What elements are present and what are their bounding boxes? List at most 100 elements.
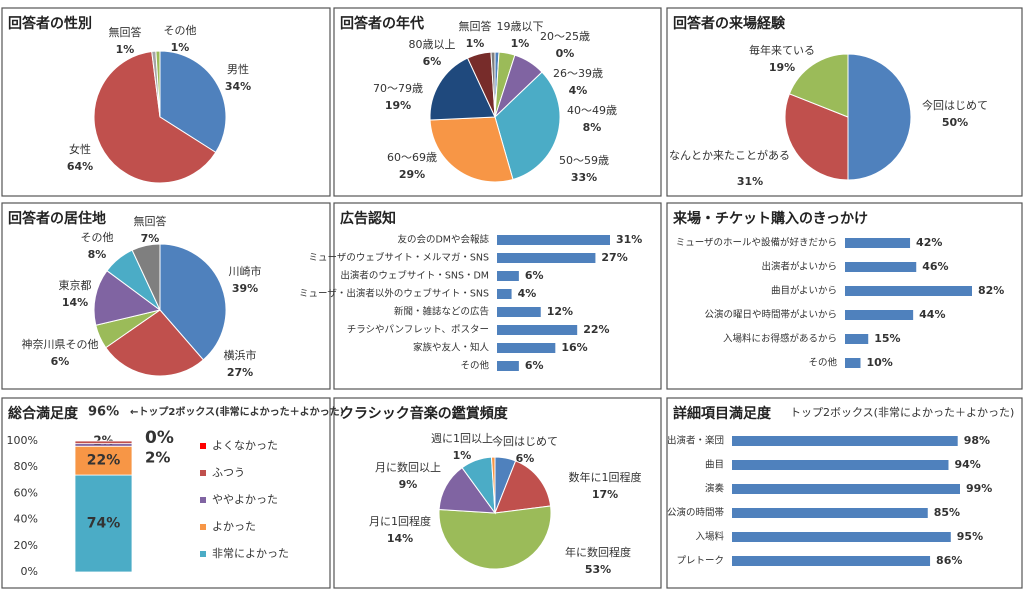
slice-value-label: 27% xyxy=(227,366,253,379)
slice-label: 無回答 xyxy=(459,19,492,33)
pie-slice xyxy=(429,116,514,183)
value-label: 4% xyxy=(518,287,537,300)
value-label: 2% xyxy=(93,433,113,447)
chart-title: 回答者の来場経験 xyxy=(673,15,786,32)
category-label: プレトーク xyxy=(676,556,724,567)
slice-label: 80歳以上 xyxy=(409,38,456,51)
value-label: 6% xyxy=(525,269,544,282)
chart-title: クラシック音楽の鑑賞頻度 xyxy=(340,405,509,422)
legend-label: よかった xyxy=(212,520,256,533)
slice-label: 数年に1回程度 xyxy=(569,470,642,484)
slice-value-label: 39% xyxy=(232,282,258,295)
bar xyxy=(845,310,914,320)
slice-value-label: 0% xyxy=(556,47,575,60)
category-label: 曲目 xyxy=(705,460,724,471)
bar xyxy=(845,358,861,368)
legend-label: よくなかった xyxy=(212,439,278,452)
category-label: 出演者・楽団 xyxy=(667,435,724,447)
slice-label: 60～69歳 xyxy=(387,151,437,164)
value-label: 86% xyxy=(936,554,962,567)
value-label: 22% xyxy=(87,453,121,469)
pie-slice xyxy=(93,50,217,184)
bar-segment xyxy=(74,445,133,476)
slice-value-label: 14% xyxy=(387,532,413,545)
slice-label: なんとか来たことがある xyxy=(669,148,790,162)
bar xyxy=(732,532,951,542)
value-label: 98% xyxy=(964,434,990,447)
pie-slice xyxy=(490,456,496,514)
value-label: 82% xyxy=(978,284,1004,297)
value-label: 12% xyxy=(547,305,573,318)
slice-value-label: 64% xyxy=(67,160,93,173)
value-label: 42% xyxy=(916,236,942,249)
value-label: 44% xyxy=(919,308,945,321)
slice-label: 40～49歳 xyxy=(567,104,617,117)
y-tick-label: 0% xyxy=(21,565,38,578)
chart-title: 回答者の性別 xyxy=(8,15,92,32)
y-tick-label: 60% xyxy=(14,486,38,499)
category-label: 公演の曜日や時間帯がよいから xyxy=(704,309,837,321)
slice-value-label: 6% xyxy=(423,55,442,68)
value-label: 31% xyxy=(616,233,642,246)
value-label: 99% xyxy=(966,482,992,495)
slice-value-label: 1% xyxy=(116,43,135,56)
legend-swatch xyxy=(200,470,206,476)
bar-segment xyxy=(74,440,133,445)
slice-label: 年に数回程度 xyxy=(565,545,631,559)
pie-slice xyxy=(155,50,161,118)
y-tick-label: 100% xyxy=(7,434,38,447)
pie-slice xyxy=(494,460,552,514)
chart-title: 来場・チケット購入のきっかけ xyxy=(672,210,868,227)
legend-label: ややよかった xyxy=(212,493,278,506)
chart-title: 総合満足度 xyxy=(8,405,79,422)
value-label: 27% xyxy=(601,251,627,264)
bar xyxy=(497,271,519,281)
slice-label: 無回答 xyxy=(109,25,142,39)
category-label: その他 xyxy=(460,360,489,372)
chart-title: 回答者の居住地 xyxy=(8,210,106,227)
pie-slice xyxy=(490,51,496,118)
slice-value-label: 34% xyxy=(225,80,251,93)
category-label: ミューザのウェブサイト・メルマガ・SNS xyxy=(309,252,489,264)
chart-title: 回答者の年代 xyxy=(340,15,424,32)
slice-label: 川崎市 xyxy=(229,264,262,278)
value-label: 6% xyxy=(525,359,544,372)
value-label: 0% xyxy=(145,428,174,448)
chart-subtitle: トップ2ボックス(非常によかった＋よかった) xyxy=(790,406,1014,419)
bar xyxy=(732,460,949,470)
slice-value-label: 50% xyxy=(942,116,968,129)
slice-label: 70～79歳 xyxy=(373,82,423,95)
pie-slice xyxy=(429,57,496,121)
slice-label: 無回答 xyxy=(134,214,167,228)
pie-slice xyxy=(438,505,552,570)
slice-label: 今回はじめて xyxy=(922,98,988,112)
category-label: 出演者のウェブサイト・SNS・DM xyxy=(340,270,489,282)
slice-label: 今回はじめて xyxy=(492,434,558,448)
slice-label: その他 xyxy=(81,231,114,244)
slice-label: 神奈川県その他 xyxy=(22,337,99,351)
value-label: 46% xyxy=(922,260,948,273)
slice-label: 男性 xyxy=(227,62,249,76)
slice-value-label: 7% xyxy=(141,232,160,245)
slice-value-label: 9% xyxy=(399,478,418,491)
category-label: 曲目がよいから xyxy=(771,285,837,297)
slice-value-label: 6% xyxy=(51,355,70,368)
bar xyxy=(732,436,958,446)
legend-swatch xyxy=(200,443,206,449)
y-tick-label: 40% xyxy=(14,513,38,526)
slice-value-label: 1% xyxy=(453,449,472,462)
category-label: 公演の時間帯 xyxy=(667,507,725,519)
category-label: 演奏 xyxy=(705,483,725,495)
bar xyxy=(497,325,578,335)
category-label: 友の会のDMや会報誌 xyxy=(397,234,489,246)
slice-value-label: 1% xyxy=(466,37,485,50)
slice-label: 横浜市 xyxy=(224,348,257,362)
annotation: 96% xyxy=(88,405,119,420)
slice-value-label: 8% xyxy=(583,121,602,134)
slice-value-label: 6% xyxy=(516,452,535,465)
slice-label: 19歳以下 xyxy=(497,20,544,33)
bar xyxy=(845,262,917,272)
legend-swatch xyxy=(200,524,206,530)
category-label: 出演者がよいから xyxy=(761,261,837,273)
